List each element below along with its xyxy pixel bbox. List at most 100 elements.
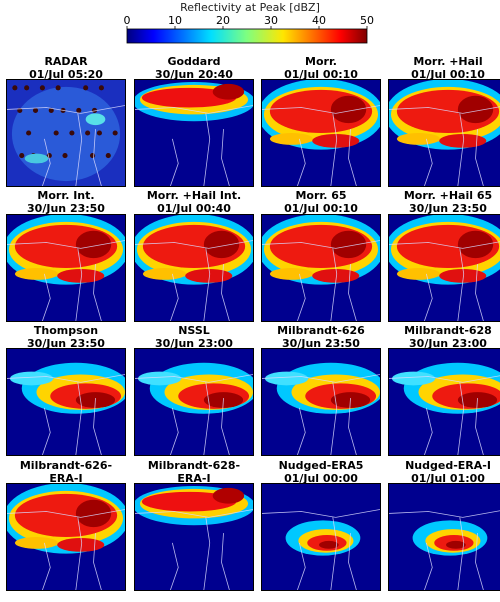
panel-model-name: RADAR <box>44 55 88 68</box>
panel-title: Milbrandt-626 30/Jun 23:50 <box>261 324 381 350</box>
reflectivity-map <box>7 484 125 590</box>
reflectivity-map <box>262 80 380 186</box>
panel-title: Thompson 30/Jun 23:50 <box>6 324 126 350</box>
panel-time: 01/Jul 00:10 <box>411 67 485 81</box>
panel-title: Milbrandt-628 30/Jun 23:00 <box>388 324 500 350</box>
panel-model-name: Nudged-ERA-I <box>405 459 491 472</box>
reflectivity-map-panel <box>388 483 500 591</box>
radar-site-marker <box>26 130 32 136</box>
state-boundaries <box>389 106 500 186</box>
panel-model-name: Goddard <box>167 55 221 68</box>
reflectivity-map-panel <box>388 348 500 456</box>
reflectivity-blob <box>212 487 245 504</box>
state-boundaries <box>7 374 125 455</box>
radar-site-marker <box>98 85 104 91</box>
radar-site-marker <box>53 130 59 136</box>
panel-time: 30/Jun 23:50 <box>27 201 105 215</box>
radar-site-marker <box>83 85 89 91</box>
panel-time: 30/Jun 23:00 <box>155 336 233 350</box>
radar-site-marker <box>32 107 39 113</box>
panel-time: 30/Jun 23:00 <box>409 336 487 350</box>
panel-time: 01/Jul 00:10 <box>284 67 358 81</box>
reflectivity-blob <box>57 268 105 283</box>
panel-time: 30/Jun 23:50 <box>282 336 360 350</box>
reflectivity-map <box>389 484 500 590</box>
radar-site-marker <box>69 130 75 136</box>
reflectivity-map-panel <box>388 79 500 187</box>
reflectivity-map <box>389 80 500 186</box>
reflectivity-map-panel <box>261 214 381 322</box>
reflectivity-map <box>389 349 500 455</box>
panel-model-name: Morr. +Hail 65 <box>403 189 493 202</box>
state-boundaries <box>262 374 380 455</box>
radar-site-marker <box>96 130 102 136</box>
reflectivity-map <box>262 349 380 455</box>
panel-title: Nudged-ERA5 01/Jul 00:00 <box>261 459 381 485</box>
reflectivity-blob <box>330 230 367 259</box>
reflectivity-map-panel <box>6 79 126 187</box>
reflectivity-map-panel <box>388 214 500 322</box>
colorbar-tick-label: 40 <box>312 14 326 27</box>
state-boundaries <box>262 509 380 590</box>
reflectivity-blob <box>312 268 360 283</box>
panel-title: NSSL 30/Jun 23:00 <box>134 324 254 350</box>
reflectivity-blob <box>269 133 314 145</box>
panel-title: Nudged-ERA-I 01/Jul 01:00 <box>388 459 500 485</box>
reflectivity-blob <box>269 268 314 280</box>
radar-site-marker <box>12 85 18 91</box>
colorbar <box>126 26 368 44</box>
panel-model-name: Morr. <box>305 55 337 68</box>
panel-model-name: Milbrandt-626 <box>277 324 365 337</box>
reflectivity-map <box>389 215 500 321</box>
reflectivity-blob <box>396 133 441 145</box>
radar-site-marker <box>55 85 61 91</box>
reflectivity-blob <box>212 83 245 100</box>
reflectivity-map <box>7 215 125 321</box>
reflectivity-blob <box>14 268 59 280</box>
reflectivity-blob <box>85 113 106 126</box>
reflectivity-blob <box>264 371 309 386</box>
radar-site-marker <box>62 153 68 159</box>
state-boundaries <box>389 375 500 455</box>
reflectivity-map-panel <box>261 79 381 187</box>
reflectivity-blob <box>141 87 237 108</box>
colorbar-tick-label: 20 <box>216 14 230 27</box>
reflectivity-blob <box>142 268 187 280</box>
panel-model-name: Morr. +Hail <box>413 55 483 68</box>
reflectivity-map <box>262 484 380 590</box>
state-boundaries <box>389 510 500 590</box>
reflectivity-map <box>135 215 253 321</box>
panel-time: 01/Jul 00:10 <box>284 201 358 215</box>
radar-site-marker <box>39 85 45 91</box>
reflectivity-map-panel <box>6 348 126 456</box>
radar-site-marker <box>19 153 25 159</box>
panel-model-name: Morr. +Hail Int. <box>146 189 242 202</box>
radar-site-marker <box>91 107 98 113</box>
panel-title: Morr. +Hail Int. 01/Jul 00:40 <box>134 189 254 215</box>
panel-title: RADAR 01/Jul 05:20 <box>6 55 126 81</box>
radar-site-marker <box>48 107 54 113</box>
state-boundaries <box>135 509 253 590</box>
reflectivity-blob <box>57 537 105 552</box>
radar-site-marker <box>112 130 118 136</box>
reflectivity-blob <box>439 268 487 283</box>
reflectivity-blob <box>141 491 237 512</box>
panel-time: 30/Jun 23:50 <box>27 336 105 350</box>
panel-time: 01/Jul 00:40 <box>157 201 231 215</box>
reflectivity-blob <box>14 537 59 549</box>
reflectivity-map <box>7 80 125 186</box>
panel-model-name: Thompson <box>33 324 99 337</box>
state-boundaries <box>262 105 380 186</box>
colorbar-tick-label: 50 <box>360 14 374 27</box>
panel-title: Morr. +Hail 01/Jul 00:10 <box>388 55 500 81</box>
reflectivity-map-panel <box>134 214 254 322</box>
state-boundaries <box>7 105 125 186</box>
radar-site-marker <box>105 153 111 159</box>
reflectivity-map-panel <box>261 348 381 456</box>
reflectivity-map <box>7 349 125 455</box>
reflectivity-blob <box>185 268 233 283</box>
colorbar-tick-label: 30 <box>264 14 278 27</box>
reflectivity-map-panel <box>134 348 254 456</box>
panel-title: Goddard 30/Jun 20:40 <box>134 55 254 81</box>
colorbar-tick-label: 0 <box>123 14 131 27</box>
